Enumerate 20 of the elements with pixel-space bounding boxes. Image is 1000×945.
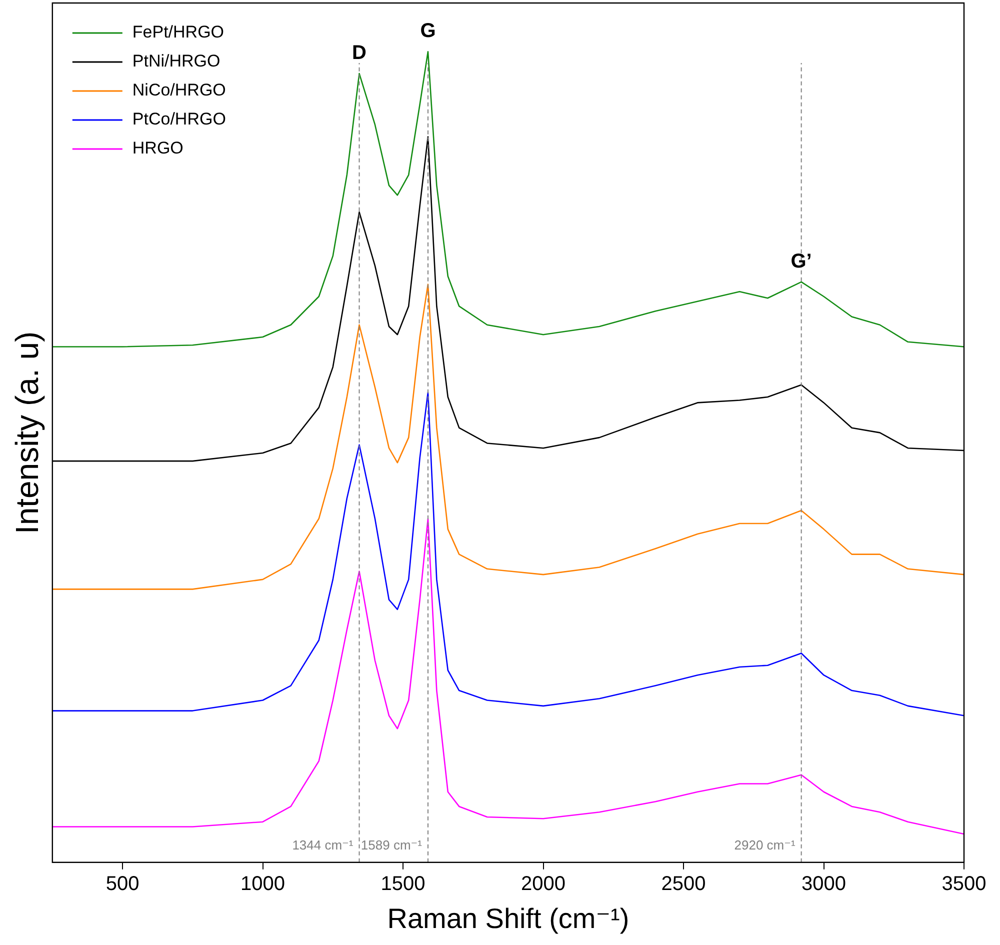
x-tick-label: 3000 [802, 872, 846, 895]
legend-label: HRGO [132, 138, 184, 158]
x-tick-label: 1000 [240, 872, 286, 895]
legend-label: FePt/HRGO [132, 22, 224, 42]
x-tick-label: 1500 [380, 872, 426, 895]
annotation: G [420, 20, 436, 42]
annotation: G’ [790, 250, 812, 272]
ref-line-label: 1589 cm⁻¹ [360, 837, 423, 852]
legend-label: NiCo/HRGO [132, 80, 226, 100]
x-tick-label: 3500 [942, 872, 986, 895]
x-tick-label: 2000 [521, 872, 566, 895]
legend-label: PtNi/HRGO [132, 52, 220, 71]
ref-line-label: 2920 cm⁻¹ [734, 837, 796, 852]
legend-label: PtCo/HRGO [132, 110, 226, 129]
x-axis-title: Raman Shift (cm⁻¹) [387, 902, 630, 934]
x-tick-label: 2500 [661, 872, 706, 895]
x-tick-label: 500 [106, 872, 140, 895]
y-axis-title: Intensity (a. u) [9, 331, 46, 534]
annotation: D [352, 42, 366, 64]
ref-line-label: 1344 cm⁻¹ [292, 837, 354, 852]
